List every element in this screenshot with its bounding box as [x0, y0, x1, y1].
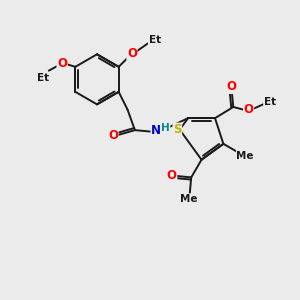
Text: O: O: [244, 103, 254, 116]
Text: Me: Me: [236, 151, 254, 160]
Text: O: O: [227, 80, 237, 94]
Text: O: O: [57, 57, 67, 70]
Text: H: H: [161, 123, 170, 133]
Text: O: O: [167, 169, 177, 182]
Text: Et: Et: [264, 97, 276, 107]
Text: O: O: [108, 129, 118, 142]
Text: Et: Et: [148, 35, 161, 45]
Text: S: S: [173, 123, 182, 136]
Text: Et: Et: [37, 73, 49, 83]
Text: N: N: [151, 124, 161, 137]
Text: O: O: [127, 47, 137, 60]
Text: Me: Me: [179, 194, 197, 204]
